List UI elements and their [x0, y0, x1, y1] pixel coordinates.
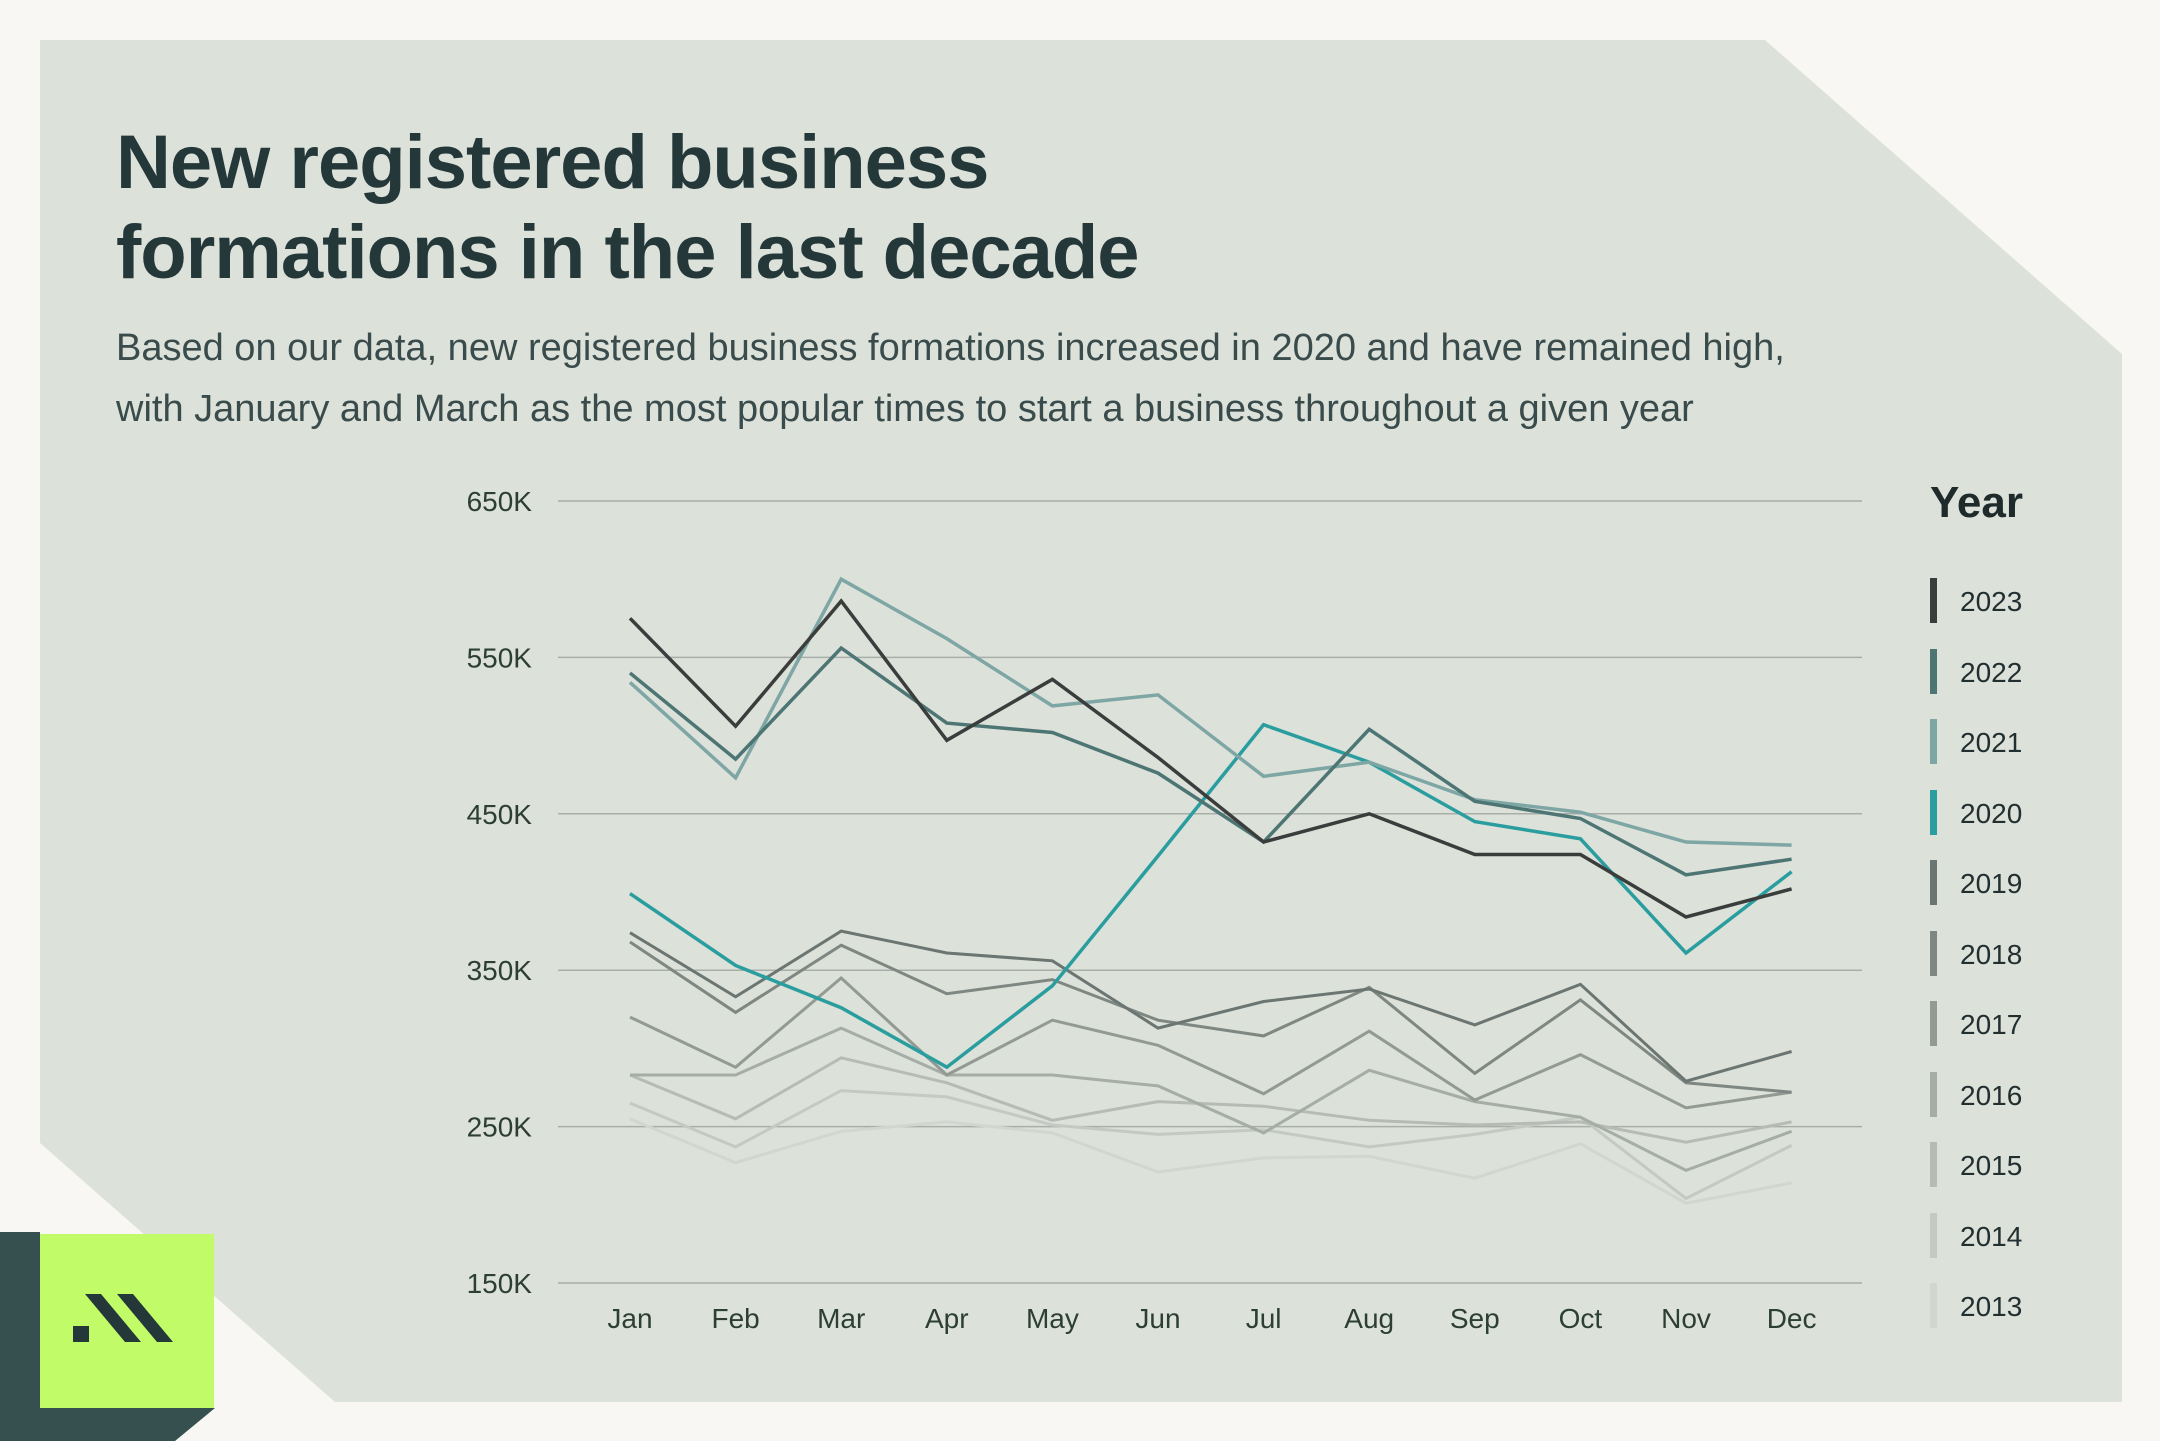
- y-axis-ticks: 150K 250K 350K 450K 550K 650K: [467, 486, 533, 1299]
- x-tick-label: Nov: [1661, 1303, 1711, 1334]
- legend-swatch: [1930, 648, 1937, 694]
- legend-swatch: [1930, 1212, 1937, 1258]
- x-tick-label: May: [1026, 1303, 1079, 1334]
- legend-label: 2021: [1960, 727, 2023, 758]
- legend-item-2013: 2013: [1930, 1283, 2130, 1328]
- subtitle-line-2: with January and March as the most popul…: [116, 388, 1694, 430]
- y-tick-label: 250K: [467, 1112, 533, 1143]
- legend-label: 2015: [1960, 1150, 2023, 1181]
- chart-title: New registered business formations in th…: [116, 118, 1416, 298]
- series-line-2021: [628, 576, 1792, 847]
- series-line-2022: [628, 645, 1792, 877]
- logo-square: [40, 1234, 214, 1408]
- chart-subtitle: Based on our data, new registered busine…: [116, 318, 1956, 440]
- series-line-2017: [629, 976, 1792, 1110]
- series-line-2016: [630, 1026, 1793, 1173]
- y-tick-label: 150K: [467, 1268, 533, 1299]
- legend-swatch: [1930, 860, 1937, 905]
- y-tick-label: 650K: [467, 486, 533, 517]
- x-tick-label: Jun: [1135, 1303, 1180, 1334]
- legend-item-2018: 2018: [1930, 930, 2130, 976]
- x-axis-ticks: Jan Feb Mar Apr May Jun Jul Aug Sep Oct Nov Dec: [607, 1303, 1816, 1334]
- legend-label: 2018: [1960, 938, 2023, 970]
- legend-label: 2013: [1960, 1291, 2023, 1322]
- legend-swatch: [1930, 1001, 1937, 1046]
- x-tick-label: Dec: [1767, 1303, 1817, 1334]
- legend-swatch: [1930, 1071, 1937, 1117]
- legend-label: 2017: [1960, 1009, 2023, 1040]
- title-line-1: New registered business: [116, 120, 989, 205]
- legend-swatch: [1930, 578, 1937, 623]
- legend-label: 2023: [1960, 586, 2023, 617]
- x-tick-label: Jan: [607, 1303, 652, 1334]
- legend-title: Year: [1930, 478, 2023, 527]
- x-tick-label: Mar: [817, 1303, 865, 1334]
- x-tick-label: Aug: [1344, 1303, 1394, 1334]
- series-line-2014: [629, 1089, 1793, 1201]
- legend-item-2019: 2019: [1930, 860, 2130, 905]
- legend-swatch: [1930, 1142, 1937, 1187]
- x-tick-label: Sep: [1450, 1303, 1500, 1334]
- legend-swatch: [1930, 1283, 1937, 1328]
- title-line-2: formations in the last decade: [116, 210, 1140, 295]
- logo-corner-shape: [0, 1232, 215, 1441]
- legend-label: 2016: [1960, 1079, 2023, 1111]
- legend-item-2017: 2017: [1930, 1001, 2130, 1046]
- legend-swatch: [1930, 789, 1937, 835]
- series-line-2013: [629, 1117, 1792, 1205]
- x-tick-label: Jul: [1246, 1303, 1282, 1334]
- legend-item-2015: 2015: [1930, 1142, 2130, 1187]
- legend-item-2014: 2014: [1930, 1212, 2130, 1258]
- legend-swatch: [1930, 930, 1937, 976]
- legend-label: 2014: [1960, 1220, 2023, 1252]
- legend: 2023 2022 2021 2020 2019 2018 2017 2016 2015 2014…: [1930, 578, 2130, 1354]
- legend-item-2023: 2023: [1930, 578, 2130, 623]
- x-tick-label: Feb: [711, 1303, 759, 1334]
- subtitle-line-1: Based on our data, new registered busine…: [116, 327, 1785, 369]
- panel-shape: [40, 40, 2122, 1402]
- legend-label: 2019: [1960, 868, 2023, 899]
- legend-item-2021: 2021: [1930, 719, 2130, 764]
- legend-swatch: [1930, 719, 1937, 764]
- series-lines: [628, 576, 1793, 1205]
- logo-mark: [73, 1294, 173, 1342]
- x-tick-label: Oct: [1559, 1303, 1603, 1334]
- x-tick-label: Apr: [925, 1303, 969, 1334]
- series-line-2020: [629, 722, 1793, 1070]
- legend-item-2016: 2016: [1930, 1071, 2130, 1117]
- series-line-2018: [629, 940, 1792, 1094]
- series-line-2023: [628, 598, 1793, 919]
- y-tick-label: 450K: [467, 799, 533, 830]
- legend-label: 2022: [1960, 656, 2023, 688]
- legend-label: 2020: [1960, 797, 2023, 829]
- series-line-2019: [629, 929, 1793, 1083]
- brand-logo-icon: [0, 1232, 215, 1441]
- y-tick-label: 550K: [467, 642, 533, 673]
- legend-item-2022: 2022: [1930, 648, 2130, 694]
- y-tick-label: 350K: [467, 955, 533, 986]
- legend-item-2020: 2020: [1930, 789, 2130, 835]
